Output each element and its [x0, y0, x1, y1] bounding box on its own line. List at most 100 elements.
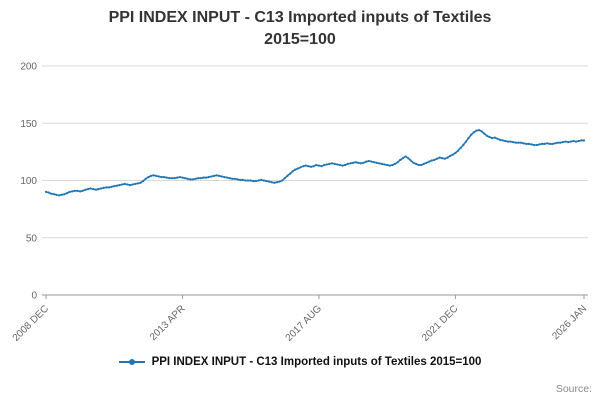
series-point: [496, 137, 499, 140]
series-point: [278, 180, 281, 183]
series-point: [582, 139, 586, 142]
series-point: [491, 137, 494, 140]
series-point: [472, 131, 475, 134]
series-point: [244, 179, 247, 182]
series-point: [346, 162, 349, 165]
series-point: [134, 182, 137, 185]
series-point: [92, 188, 95, 191]
series-point: [265, 180, 268, 183]
series-point: [572, 139, 575, 143]
series-point: [252, 180, 255, 183]
series-point: [110, 185, 113, 188]
series-point: [540, 142, 544, 145]
series-point: [493, 136, 496, 139]
series-point: [352, 161, 355, 164]
series-point: [401, 157, 404, 160]
series-point: [422, 162, 425, 165]
series-point: [189, 178, 192, 181]
series-point: [126, 183, 129, 186]
series-point: [202, 176, 205, 179]
series-point: [407, 157, 410, 160]
series-point: [81, 189, 84, 192]
series-point: [511, 141, 515, 144]
series-point: [144, 177, 147, 180]
series-point: [254, 180, 258, 183]
series-point: [128, 184, 132, 187]
series-point: [538, 143, 541, 146]
series-point: [76, 189, 79, 192]
series-point: [399, 158, 402, 161]
series-point: [236, 178, 239, 181]
series-point: [186, 177, 189, 180]
series-point: [149, 174, 153, 177]
series-point: [79, 190, 82, 193]
series-point: [564, 140, 567, 143]
series-point: [388, 164, 391, 167]
legend-label: PPI INDEX INPUT - C13 Imported inputs of…: [151, 356, 482, 368]
series-point: [386, 163, 389, 167]
series-point: [393, 162, 397, 165]
series-point: [527, 142, 531, 145]
series-point: [338, 163, 341, 167]
series-point: [289, 172, 292, 175]
series-point: [425, 161, 428, 164]
series-point: [535, 143, 538, 147]
series-point: [176, 176, 179, 179]
series-point: [554, 142, 557, 145]
series-point: [168, 177, 171, 180]
series-point: [262, 179, 265, 182]
series-point: [483, 132, 486, 135]
series-point: [456, 149, 460, 152]
series-point: [344, 163, 347, 167]
series-point: [320, 165, 323, 168]
series-point: [454, 151, 457, 155]
series-point: [275, 181, 278, 184]
series-point: [435, 157, 439, 160]
series-point: [404, 155, 407, 158]
y-tick-label: 50: [26, 233, 38, 244]
chart-title-line1: PPI INDEX INPUT - C13 Imported inputs of…: [108, 9, 492, 26]
x-tick-label: 2013 APR: [148, 303, 188, 343]
series-point: [270, 181, 273, 184]
series-point: [446, 156, 449, 159]
series-point: [533, 143, 536, 147]
series-point: [420, 163, 423, 167]
legend-line-marker-icon: [118, 359, 145, 365]
series-point: [160, 176, 163, 179]
series-point: [433, 158, 436, 161]
series-point: [294, 168, 297, 171]
series-point: [349, 162, 352, 165]
series-point: [323, 163, 326, 167]
series-point: [233, 177, 237, 180]
series-point: [257, 179, 260, 182]
chart-title-line2: 2015=100: [264, 30, 336, 48]
series-point: [464, 140, 467, 143]
series-point: [65, 192, 69, 195]
series-point: [546, 142, 549, 145]
series-point: [102, 186, 105, 189]
series-point: [357, 161, 360, 164]
series-point: [551, 142, 554, 145]
series-point: [86, 188, 90, 191]
series-point: [113, 185, 116, 188]
series-point: [488, 135, 491, 139]
series-point: [191, 178, 195, 181]
series-point: [375, 161, 378, 164]
series-point: [173, 177, 176, 180]
series-point: [370, 160, 373, 163]
series-point: [428, 160, 431, 163]
series-point: [281, 179, 284, 182]
series-point: [485, 134, 488, 137]
series-point: [559, 141, 562, 144]
series-point: [68, 190, 71, 193]
series-point: [380, 162, 383, 165]
line-chart: 0 50 100 150 200 2008 DEC 2013 APR 2017 AUG 2021…: [11, 62, 589, 344]
series-point: [89, 187, 92, 190]
x-tick-label: 2017 AUG: [284, 303, 325, 344]
series-point: [443, 157, 446, 160]
series-point: [341, 164, 344, 167]
series-point: [362, 161, 365, 164]
x-tick-label: 2008 DEC: [11, 303, 51, 343]
series-point: [199, 177, 202, 180]
series-point: [336, 163, 339, 166]
